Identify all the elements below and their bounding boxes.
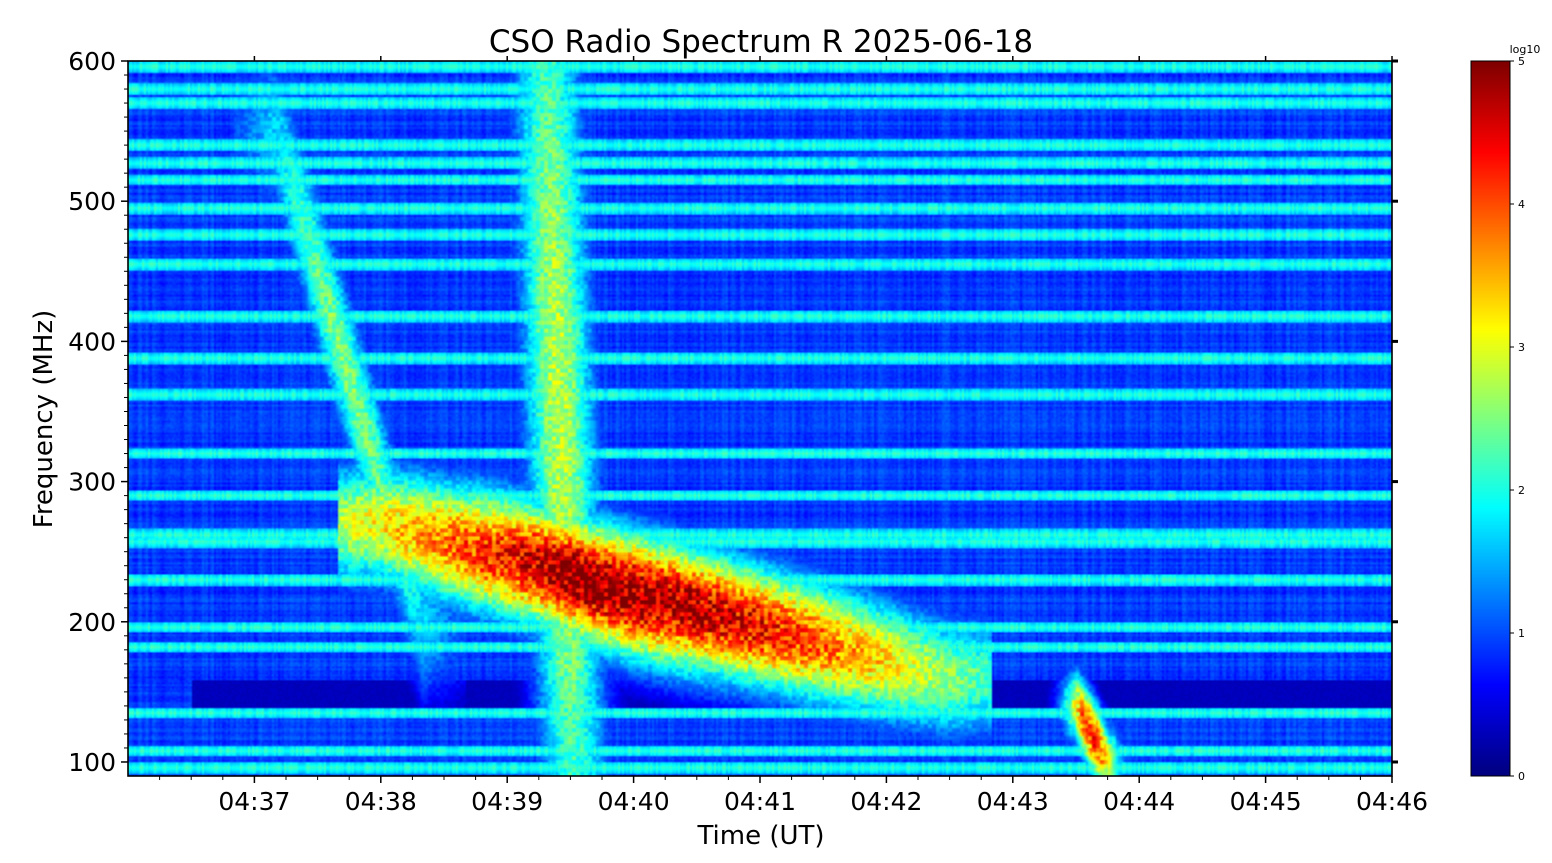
colorbar-tick-label: 3	[1518, 341, 1525, 354]
y-tick-label: 300	[68, 468, 116, 497]
y-tick-label: 100	[68, 748, 116, 777]
y-axis-label: Frequency (MHz)	[29, 310, 59, 529]
colorbar-tick-label: 5	[1518, 55, 1525, 68]
colorbar-tick-label: 4	[1518, 198, 1525, 211]
spectrogram-heatmap	[128, 61, 1392, 776]
x-tick-label: 04:39	[471, 787, 543, 816]
x-tick-label: 04:37	[218, 787, 290, 816]
y-axis-ticks: 100 200 300 400 500 600	[68, 47, 1398, 777]
colorbar-ticks: 0 1 2 3 4 5	[1510, 55, 1525, 783]
chart-title: CSO Radio Spectrum R 2025-06-18	[489, 24, 1033, 60]
plot-area	[127, 60, 1393, 777]
x-axis-ticks: 04:37 04:38 04:39 04:40 04:41 04:42 04:43 04:44…	[159, 56, 1428, 816]
x-tick-label: 04:46	[1356, 787, 1428, 816]
x-tick-label: 04:38	[345, 787, 417, 816]
y-tick-label: 400	[68, 327, 116, 356]
colorbar-tick-label: 0	[1518, 770, 1525, 783]
colorbar: 0 1 2 3 4 5 log10	[1470, 43, 1541, 783]
x-tick-label: 04:41	[724, 787, 796, 816]
colorbar-label: log10	[1510, 43, 1541, 56]
colorbar-tick-label: 2	[1518, 484, 1525, 497]
y-tick-label: 600	[68, 47, 116, 76]
x-tick-label: 04:45	[1230, 787, 1302, 816]
x-axis-label: Time (UT)	[696, 821, 824, 851]
colorbar-frame	[1470, 60, 1511, 777]
colorbar-gradient	[1471, 61, 1510, 776]
x-tick-label: 04:42	[850, 787, 922, 816]
colorbar-tick-label: 1	[1518, 627, 1525, 640]
x-tick-label: 04:40	[598, 787, 670, 816]
x-tick-label: 04:43	[977, 787, 1049, 816]
x-tick-label: 04:44	[1103, 787, 1175, 816]
y-tick-label: 200	[68, 608, 116, 637]
y-tick-label: 500	[68, 187, 116, 216]
